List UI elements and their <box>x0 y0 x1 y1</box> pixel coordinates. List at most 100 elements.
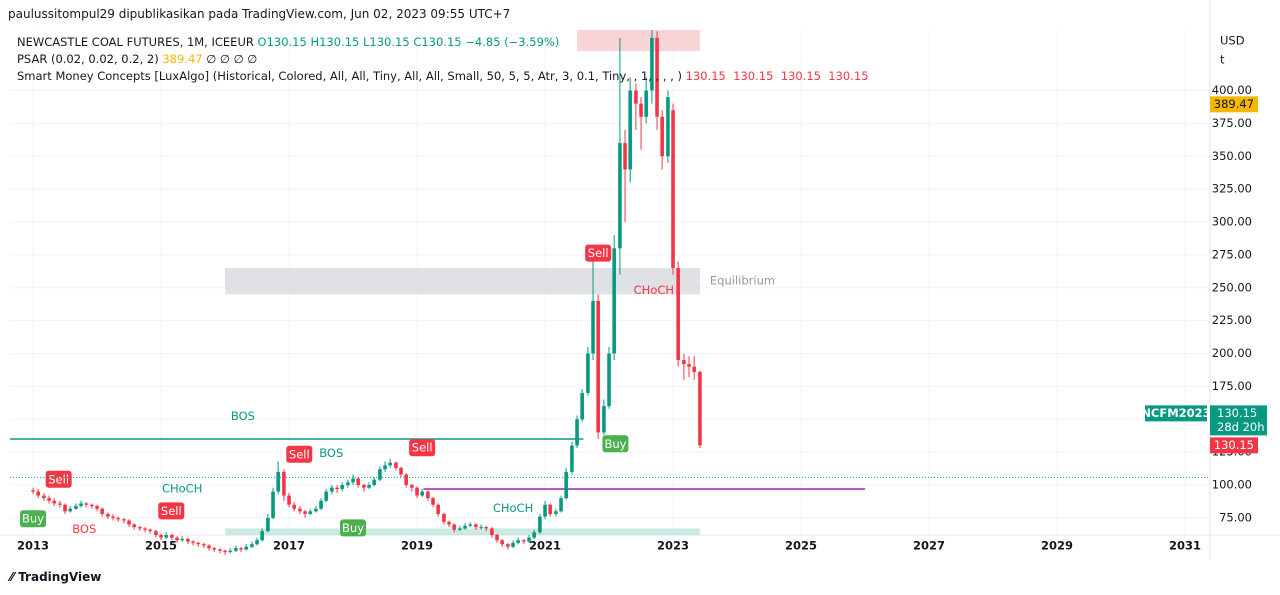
candle-body <box>495 535 499 541</box>
annotation: CHoCH <box>493 501 533 515</box>
candle-body <box>479 527 483 529</box>
candle-body <box>484 527 488 529</box>
candle-body <box>122 519 126 521</box>
candle-body <box>367 485 371 488</box>
signal-badge <box>286 445 313 463</box>
signal-badge <box>45 470 72 488</box>
candle-body <box>570 445 574 472</box>
candle-body <box>511 542 515 547</box>
candle-body <box>31 490 35 492</box>
header: paulussitompul29 dipublikasikan pada Tra… <box>8 7 511 21</box>
candle-body <box>52 500 56 504</box>
x-tick-label: 2021 <box>529 539 561 553</box>
candle-body <box>559 498 563 512</box>
candle-body <box>527 537 531 542</box>
candle-body <box>202 544 206 546</box>
candle-body <box>378 469 382 480</box>
candle-body <box>522 540 526 542</box>
candle-body <box>266 517 270 532</box>
candle-body <box>410 485 414 488</box>
candle-body <box>90 504 94 507</box>
legend-line: PSAR (0.02, 0.02, 0.2, 2) 389.47 ∅ ∅ ∅ ∅ <box>17 52 257 66</box>
annotation: CHoCH <box>162 481 202 495</box>
zone <box>225 528 700 535</box>
signal-label: Buy <box>342 521 364 535</box>
candle-body <box>47 498 51 501</box>
price-label: 130.15 <box>1217 406 1257 420</box>
x-tick-label: 2031 <box>1169 539 1201 553</box>
candle-body <box>447 521 451 525</box>
candle-body <box>591 300 595 354</box>
candle-body <box>388 462 392 466</box>
candle-body <box>116 517 120 520</box>
candle-body <box>575 419 579 446</box>
y-tick-label: 175.00 <box>1212 379 1252 393</box>
candle-body <box>516 540 520 543</box>
candle-body <box>548 504 552 514</box>
candle-body <box>468 524 472 526</box>
candle-body <box>287 495 291 505</box>
x-tick-label: 2029 <box>1041 539 1073 553</box>
candle-body <box>671 110 675 269</box>
candle-body <box>79 503 83 507</box>
candle-body <box>159 535 163 538</box>
candle-body <box>255 540 259 545</box>
candle-body <box>186 538 190 542</box>
candle-body <box>175 537 179 541</box>
candle-body <box>282 471 286 496</box>
candle-body <box>330 487 334 492</box>
y-tick-label: 75.00 <box>1219 510 1252 524</box>
candle-body <box>383 465 387 470</box>
candle-body <box>42 495 46 499</box>
candle-body <box>324 491 328 501</box>
candle-body <box>218 549 222 551</box>
candle-body <box>666 97 670 157</box>
candle-body <box>250 544 254 547</box>
candle-body <box>207 545 211 549</box>
signal-badge <box>409 439 436 457</box>
symbol-badge <box>1145 405 1207 422</box>
price-badge <box>1210 96 1258 113</box>
candle-body <box>458 528 462 530</box>
candle-body <box>639 103 643 117</box>
zone-label: Equilibrium <box>710 274 775 288</box>
candle-body <box>244 546 248 550</box>
y-tick-label: 300.00 <box>1212 215 1252 229</box>
candle-body <box>319 500 323 509</box>
candle-body <box>111 516 115 518</box>
price-badge <box>1210 405 1267 436</box>
smc-value: 130.15 <box>780 69 821 83</box>
y-tick-label: 200.00 <box>1212 346 1252 360</box>
candle-body <box>303 511 307 514</box>
candle-body <box>346 482 350 486</box>
candle-body <box>543 504 547 517</box>
annotation: BOS <box>72 522 96 536</box>
candle-body <box>623 143 627 170</box>
ohlc: L130.15 <box>363 35 410 49</box>
x-tick-label: 2017 <box>273 539 305 553</box>
candle-body <box>420 491 424 496</box>
x-tick-label: 2015 <box>145 539 177 553</box>
candle-body <box>692 366 696 372</box>
candle-body <box>84 503 88 505</box>
x-tick-label: 2013 <box>17 539 49 553</box>
signal-badge <box>585 244 612 262</box>
candle-body <box>580 392 584 420</box>
candle-body <box>634 90 638 104</box>
smc-value: 130.15 <box>685 69 726 83</box>
price-label: 130.15 <box>1214 438 1254 452</box>
candle-body <box>628 90 632 170</box>
symbol-label: NCFM2023 <box>1141 406 1210 420</box>
candle-body <box>415 487 419 496</box>
candle-body <box>372 479 376 486</box>
candle-body <box>196 542 200 545</box>
psar-rest: ∅ ∅ ∅ ∅ <box>206 52 258 66</box>
countdown: 28d 20h <box>1217 420 1265 434</box>
signal-label: Sell <box>412 441 433 455</box>
y-tick-label: 225.00 <box>1212 313 1252 327</box>
x-tick-label: 2027 <box>913 539 945 553</box>
y-tick-label: 250.00 <box>1212 280 1252 294</box>
candle-body <box>223 550 227 553</box>
candle-body <box>660 116 664 157</box>
candle-body <box>676 268 680 361</box>
